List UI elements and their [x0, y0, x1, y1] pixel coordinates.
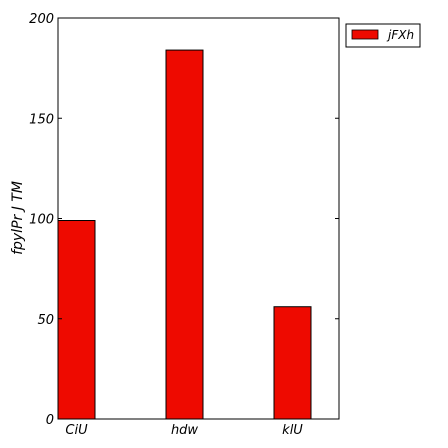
- legend-label: jFXh: [386, 28, 414, 42]
- legend: jFXh: [345, 23, 421, 48]
- bars: [57, 49, 312, 420]
- x-tick-label: CiU: [65, 423, 88, 438]
- y-tick-label: 200: [29, 12, 54, 27]
- bar-CiU: [57, 220, 96, 420]
- y-tick-label: 150: [29, 112, 54, 127]
- plot-area-frame: [57, 17, 340, 420]
- y-axis-tick-labels: 0 50 100 150 200: [29, 12, 54, 428]
- bar-hdw: [165, 49, 204, 420]
- bar-klU: [273, 306, 312, 420]
- x-axis-tick-labels: CiU hdw klU: [65, 423, 303, 438]
- y-tick-label: 50: [37, 313, 54, 328]
- y-axis-label: fpylPr J TM: [10, 181, 26, 255]
- x-tick-label: hdw: [171, 423, 198, 438]
- y-tick-label: 100: [29, 213, 54, 228]
- y-tick-label: 0: [46, 413, 54, 428]
- x-tick-label: klU: [282, 423, 303, 438]
- legend-swatch: [351, 29, 379, 40]
